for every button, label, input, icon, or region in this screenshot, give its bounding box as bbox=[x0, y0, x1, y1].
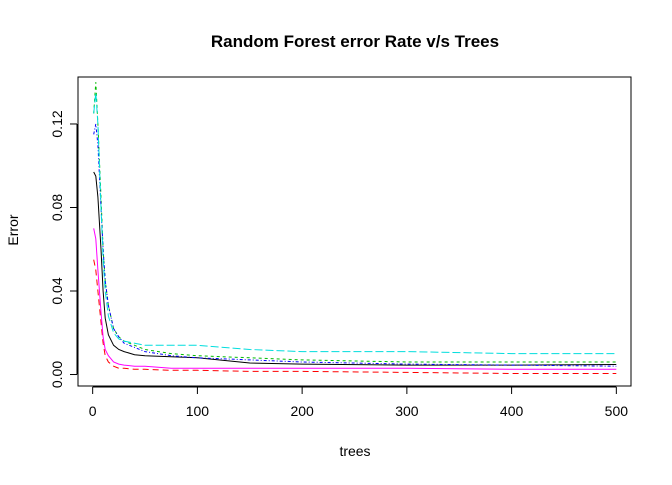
y-tick-label: 0.12 bbox=[49, 110, 65, 137]
y-tick-label: 0.00 bbox=[49, 361, 65, 388]
series-layer bbox=[93, 82, 617, 374]
series-line-4 bbox=[93, 123, 617, 367]
series-line-5 bbox=[93, 92, 617, 355]
y-tick-label: 0.04 bbox=[49, 277, 65, 304]
y-axis-label: Error bbox=[5, 214, 21, 245]
y-tick-label: 0.08 bbox=[49, 194, 65, 221]
series-line-3 bbox=[93, 82, 617, 363]
x-axis-label: trees bbox=[339, 443, 370, 459]
axes-layer: 0 100 200 300 400 500 0.00 0.04 0.08 0.12 bbox=[49, 110, 628, 419]
chart-title: Random Forest error Rate v/s Trees bbox=[211, 32, 499, 51]
x-tick-label: 500 bbox=[605, 403, 629, 419]
x-tick-label: 100 bbox=[186, 403, 210, 419]
series-line-2 bbox=[93, 259, 617, 374]
series-line-1 bbox=[93, 171, 617, 366]
x-tick-label: 400 bbox=[500, 403, 524, 419]
x-tick-label: 200 bbox=[290, 403, 314, 419]
series-line-6 bbox=[93, 228, 617, 370]
x-tick-label: 0 bbox=[89, 403, 97, 419]
plot-frame bbox=[77, 76, 632, 387]
x-tick-label: 300 bbox=[395, 403, 419, 419]
